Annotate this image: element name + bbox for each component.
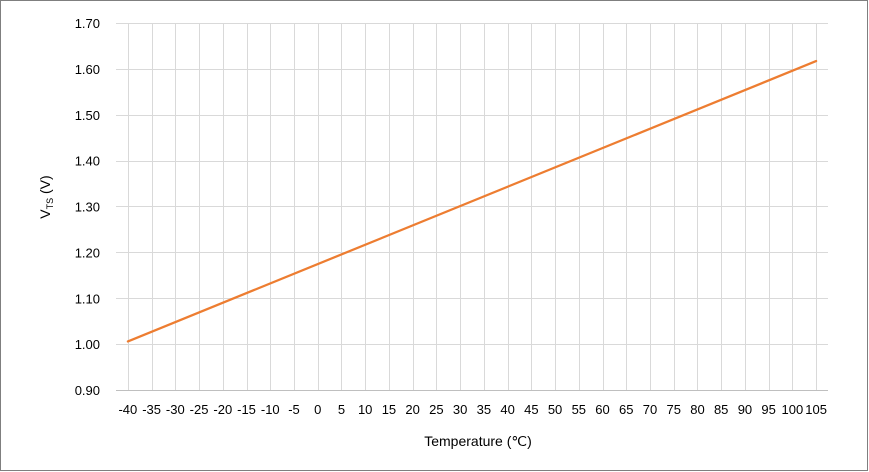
y-tick-label: 0.90 [75, 383, 100, 398]
y-axis-title-main: V [37, 209, 53, 219]
x-tick-label: 40 [500, 402, 514, 417]
x-tick-label: 85 [714, 402, 728, 417]
x-tick-label: 45 [524, 402, 538, 417]
x-tick-label: 100 [782, 402, 804, 417]
series-line [126, 59, 818, 343]
y-axis-title: VTS (V) [37, 175, 55, 218]
x-tick-label: 15 [382, 402, 396, 417]
grid [116, 23, 828, 391]
y-tick-label: 1.40 [75, 154, 100, 169]
x-tick-label: 65 [619, 402, 633, 417]
x-tick-label: 50 [548, 402, 562, 417]
y-tick-label: 1.60 [75, 62, 100, 77]
y-axis-title-unit: (V) [37, 175, 53, 198]
y-tick-label: 1.20 [75, 245, 100, 260]
y-tick-label: 1.00 [75, 337, 100, 352]
x-tick-label: -25 [190, 402, 209, 417]
x-tick-label: 0 [314, 402, 321, 417]
x-tick-label: 55 [572, 402, 586, 417]
x-tick-label: 5 [338, 402, 345, 417]
x-tick-label: -20 [213, 402, 232, 417]
x-tick-label: 80 [690, 402, 704, 417]
x-tick-label: 95 [761, 402, 775, 417]
x-tick-label: 60 [595, 402, 609, 417]
y-tick-label: 1.70 [75, 16, 100, 31]
x-tick-label: 35 [477, 402, 491, 417]
y-axis-title-subscript: TS [45, 198, 55, 210]
x-tick-label: -35 [142, 402, 161, 417]
y-tick-label: 1.50 [75, 108, 100, 123]
x-tick-label: 20 [405, 402, 419, 417]
y-tick-label: 1.30 [75, 200, 100, 215]
y-tick-labels: 0.90 1.00 1.10 1.20 1.30 1.40 1.50 1.60 1.70 [75, 16, 100, 398]
x-tick-label: -10 [261, 402, 280, 417]
x-axis-title: Temperature (℃) [424, 433, 532, 449]
x-tick-label: -5 [288, 402, 300, 417]
x-tick-label: 10 [358, 402, 372, 417]
x-tick-label: -15 [237, 402, 256, 417]
x-tick-label: -30 [166, 402, 185, 417]
x-tick-label: 90 [738, 402, 752, 417]
x-tick-labels: -40 -35 -30 -25 -20 -15 -10 -5 0 5 10 15 20 25 30 35 40 4… [118, 402, 827, 417]
x-tick-label: -40 [118, 402, 137, 417]
x-tick-label: 70 [643, 402, 657, 417]
x-tick-label: 25 [429, 402, 443, 417]
x-tick-label: 30 [453, 402, 467, 417]
x-tick-label: 75 [666, 402, 680, 417]
y-tick-label: 1.10 [75, 291, 100, 306]
series-layer [126, 59, 818, 343]
x-tick-label: 105 [805, 402, 827, 417]
